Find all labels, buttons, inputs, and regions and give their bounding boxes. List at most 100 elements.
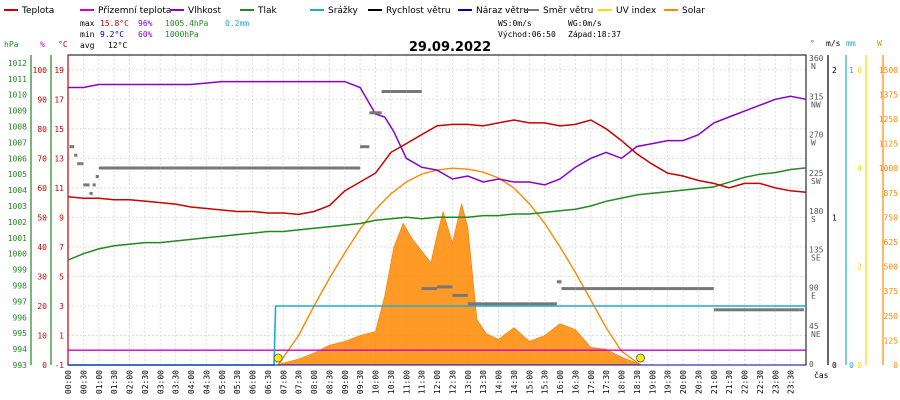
hum-tick-label: 40 (37, 243, 47, 252)
temp-tick-label: 5 (59, 272, 64, 281)
x-tick-label: 09:30 (356, 370, 365, 394)
dir-tick-name: E (811, 292, 816, 301)
rain-unit: mm (846, 39, 856, 48)
x-tick-label: 12:30 (448, 370, 457, 394)
uv-tick-label: 4 (857, 164, 862, 173)
solar-tick-label: 875 (884, 189, 899, 198)
x-tick-label: 17:00 (587, 370, 596, 394)
x-tick-label: 19:00 (648, 370, 657, 394)
temp-tick-label: 3 (59, 302, 64, 311)
press-unit: hPa (4, 40, 19, 49)
x-tick-label: 10:00 (372, 370, 381, 394)
x-tick-label: 02:00 (126, 370, 135, 394)
hum-unit: % (40, 40, 45, 49)
x-tick-label: 07:00 (279, 370, 288, 394)
solar-tick-label: 250 (884, 312, 899, 321)
dir-tick-name: SE (811, 253, 821, 262)
temp-tick-label: 1 (59, 331, 64, 340)
x-tick-label: 15:30 (541, 370, 550, 394)
legend-label: Solar (682, 6, 705, 16)
x-tick-label: 15:00 (525, 370, 534, 394)
x-tick-label: 23:00 (771, 370, 780, 394)
press-tick-label: 1010 (8, 91, 27, 100)
press-tick-label: 1007 (8, 138, 27, 147)
legend-label: Náraz větru (476, 6, 529, 16)
hum-tick-label: 90 (37, 95, 47, 104)
x-tick-label: 22:00 (741, 370, 750, 394)
wind-direction-mark (74, 153, 78, 157)
x-tick-label: 03:30 (172, 370, 181, 394)
dir-tick-degree: 270 (809, 131, 824, 140)
uv-tick-label: 6 (857, 66, 862, 75)
wind-direction-mark (483, 302, 499, 306)
dir-tick-name: W (811, 139, 816, 148)
stat-min-label: min (80, 30, 95, 39)
wind-direction-mark (344, 166, 361, 170)
legend-label: Přízemní teplota (98, 6, 171, 16)
solar-tick-label: 750 (884, 213, 899, 222)
wind-direction-mark (89, 191, 93, 195)
x-tick-label: 00:00 (64, 370, 73, 394)
stat-min-temp: 9.2°C (100, 30, 124, 39)
press-tick-label: 1012 (8, 59, 27, 68)
wind-direction-mark (160, 166, 192, 170)
x-tick-label: 08:00 (310, 370, 319, 394)
x-tick-label: 06:30 (264, 370, 273, 394)
wind-direction-mark (575, 287, 591, 291)
legend: Teplota Přízemní teplota Vlhkost Tlak Srážky… (4, 6, 705, 16)
solar-unit: W (877, 39, 882, 48)
x-tick-label: 18:00 (618, 370, 627, 394)
x-tick-label: 16:00 (556, 370, 565, 394)
x-tick-label: 09:00 (341, 370, 350, 394)
temp-tick-label: 9 (59, 213, 64, 222)
wind-direction-mark (406, 90, 422, 93)
solar-tick-label: 1500 (879, 66, 898, 75)
stat-max-label: max (80, 19, 95, 28)
temp-tick-label: 11 (54, 184, 64, 193)
stat-wg: WG:0m/s (568, 19, 602, 28)
x-tick-label: 21:00 (710, 370, 719, 394)
temp-tick-label: 17 (54, 95, 64, 104)
x-tick-label: 11:30 (418, 370, 427, 394)
x-tick-label: 04:30 (202, 370, 211, 394)
wind-direction-mark (221, 166, 253, 170)
press-tick-label: 998 (13, 282, 28, 291)
x-tick-label: 03:00 (156, 370, 165, 394)
legend-label: Teplota (21, 6, 54, 16)
hum-tick-label: 70 (37, 154, 47, 163)
dir-tick-degree: 225 (809, 169, 824, 178)
hum-tick-label: 20 (37, 302, 47, 311)
solar-tick-label: 1250 (879, 115, 898, 124)
temp-tick-label: 13 (54, 154, 64, 163)
x-tick-label: 08:30 (325, 370, 334, 394)
x-tick-label: 14:30 (510, 370, 519, 394)
wind-direction-mark (360, 145, 370, 149)
speed-tick-label: 2 (832, 66, 837, 75)
press-tick-label: 996 (13, 313, 28, 322)
stat-sunrise: Východ:06:50 (498, 30, 556, 39)
wind-direction-mark (69, 145, 75, 149)
x-tick-label: 13:00 (464, 370, 473, 394)
temperature-line (67, 119, 807, 216)
speed-tick-label: 1 (832, 213, 837, 222)
wind-direction-mark (698, 287, 714, 291)
wind-direction-mark (556, 280, 562, 284)
temp-unit: °C (58, 40, 68, 49)
hum-tick-label: 10 (37, 331, 47, 340)
wind-direction-mark (529, 302, 545, 306)
dir-tick-name: S (811, 215, 816, 224)
press-tick-label: 1002 (8, 218, 27, 227)
solar-tick-label: 125 (884, 336, 899, 345)
x-tick-label: 12:00 (433, 370, 442, 394)
press-tick-label: 994 (13, 345, 28, 354)
x-tick-label: 01:00 (95, 370, 104, 394)
x-tick-label: 14:00 (495, 370, 504, 394)
solar-max-line (277, 167, 642, 366)
x-tick-label: 06:00 (249, 370, 258, 394)
stat-avg-label: avg (80, 41, 95, 50)
legend-label: Vlhkost (188, 6, 221, 16)
wind-direction-mark (283, 166, 315, 170)
wind-direction-mark (252, 166, 284, 170)
press-tick-label: 1000 (8, 250, 27, 259)
x-axis-ticks: 00:00 00:30 01:00 01:30 02:00 02:30 03:00 03:30… (64, 370, 796, 394)
